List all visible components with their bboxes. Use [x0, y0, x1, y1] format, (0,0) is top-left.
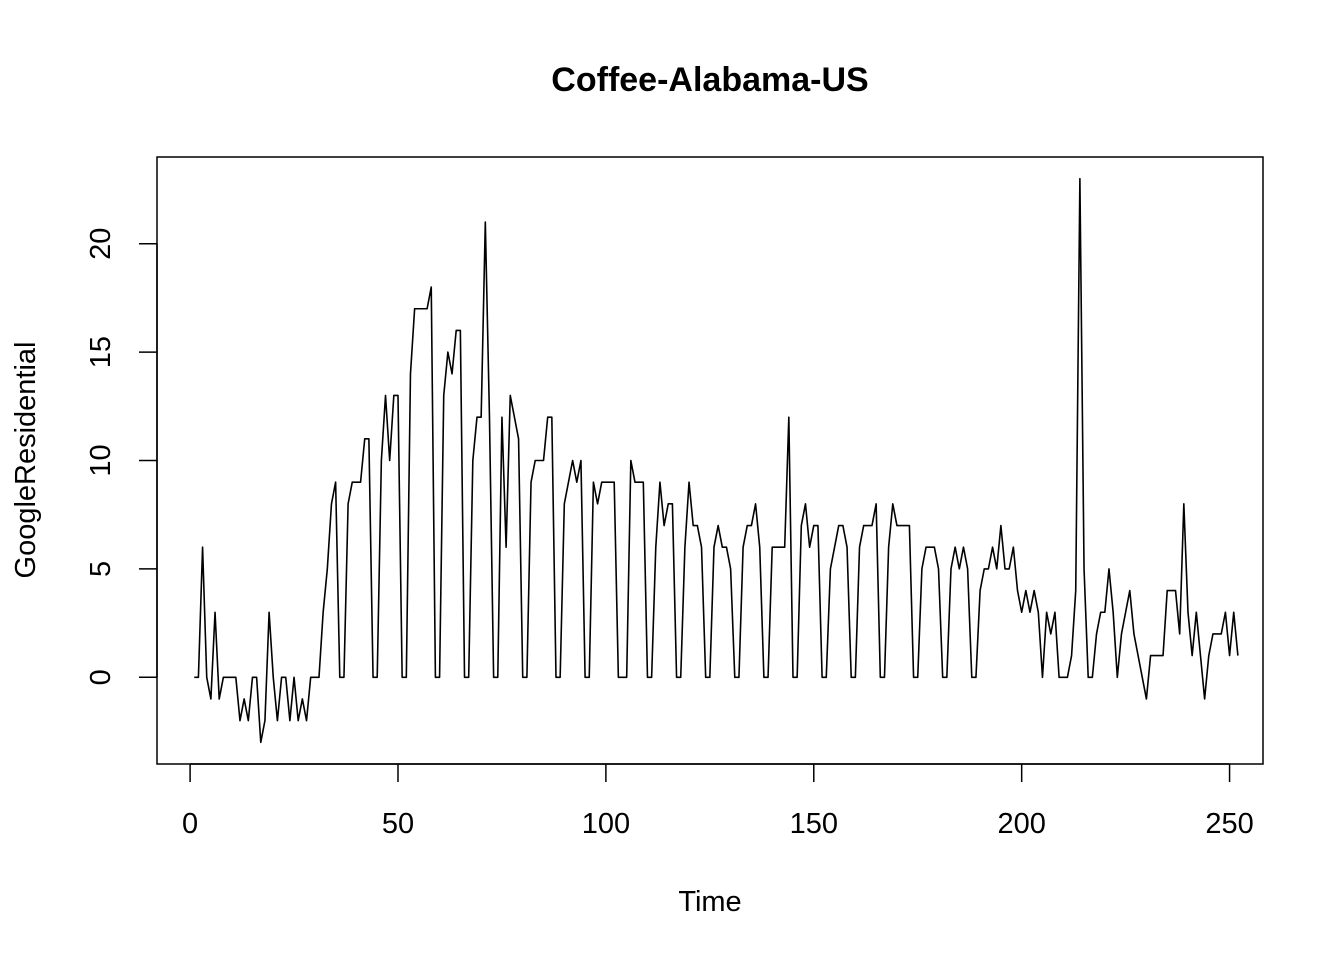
x-axis: 0 50 100 150 200 250: [182, 763, 1254, 840]
x-axis-title: Time: [678, 886, 741, 918]
y-tick-label: 10: [85, 444, 117, 476]
y-tick-label: 20: [85, 228, 117, 260]
x-tick-label: 50: [382, 808, 414, 840]
y-axis-title: GoogleResidential: [10, 342, 42, 579]
y-axis: 0 5 10 15 20: [85, 228, 158, 685]
y-tick-label: 15: [85, 336, 117, 368]
x-tick-label: 250: [1205, 808, 1253, 840]
x-tick-label: 0: [182, 808, 198, 840]
y-tick-label: 0: [85, 669, 117, 685]
x-tick-label: 150: [790, 808, 838, 840]
y-tick-label: 5: [85, 561, 117, 577]
x-tick-label: 200: [997, 808, 1045, 840]
x-tick-label: 100: [582, 808, 630, 840]
chart-title: Coffee-Alabama-US: [551, 61, 868, 99]
series-line: [194, 177, 1239, 744]
